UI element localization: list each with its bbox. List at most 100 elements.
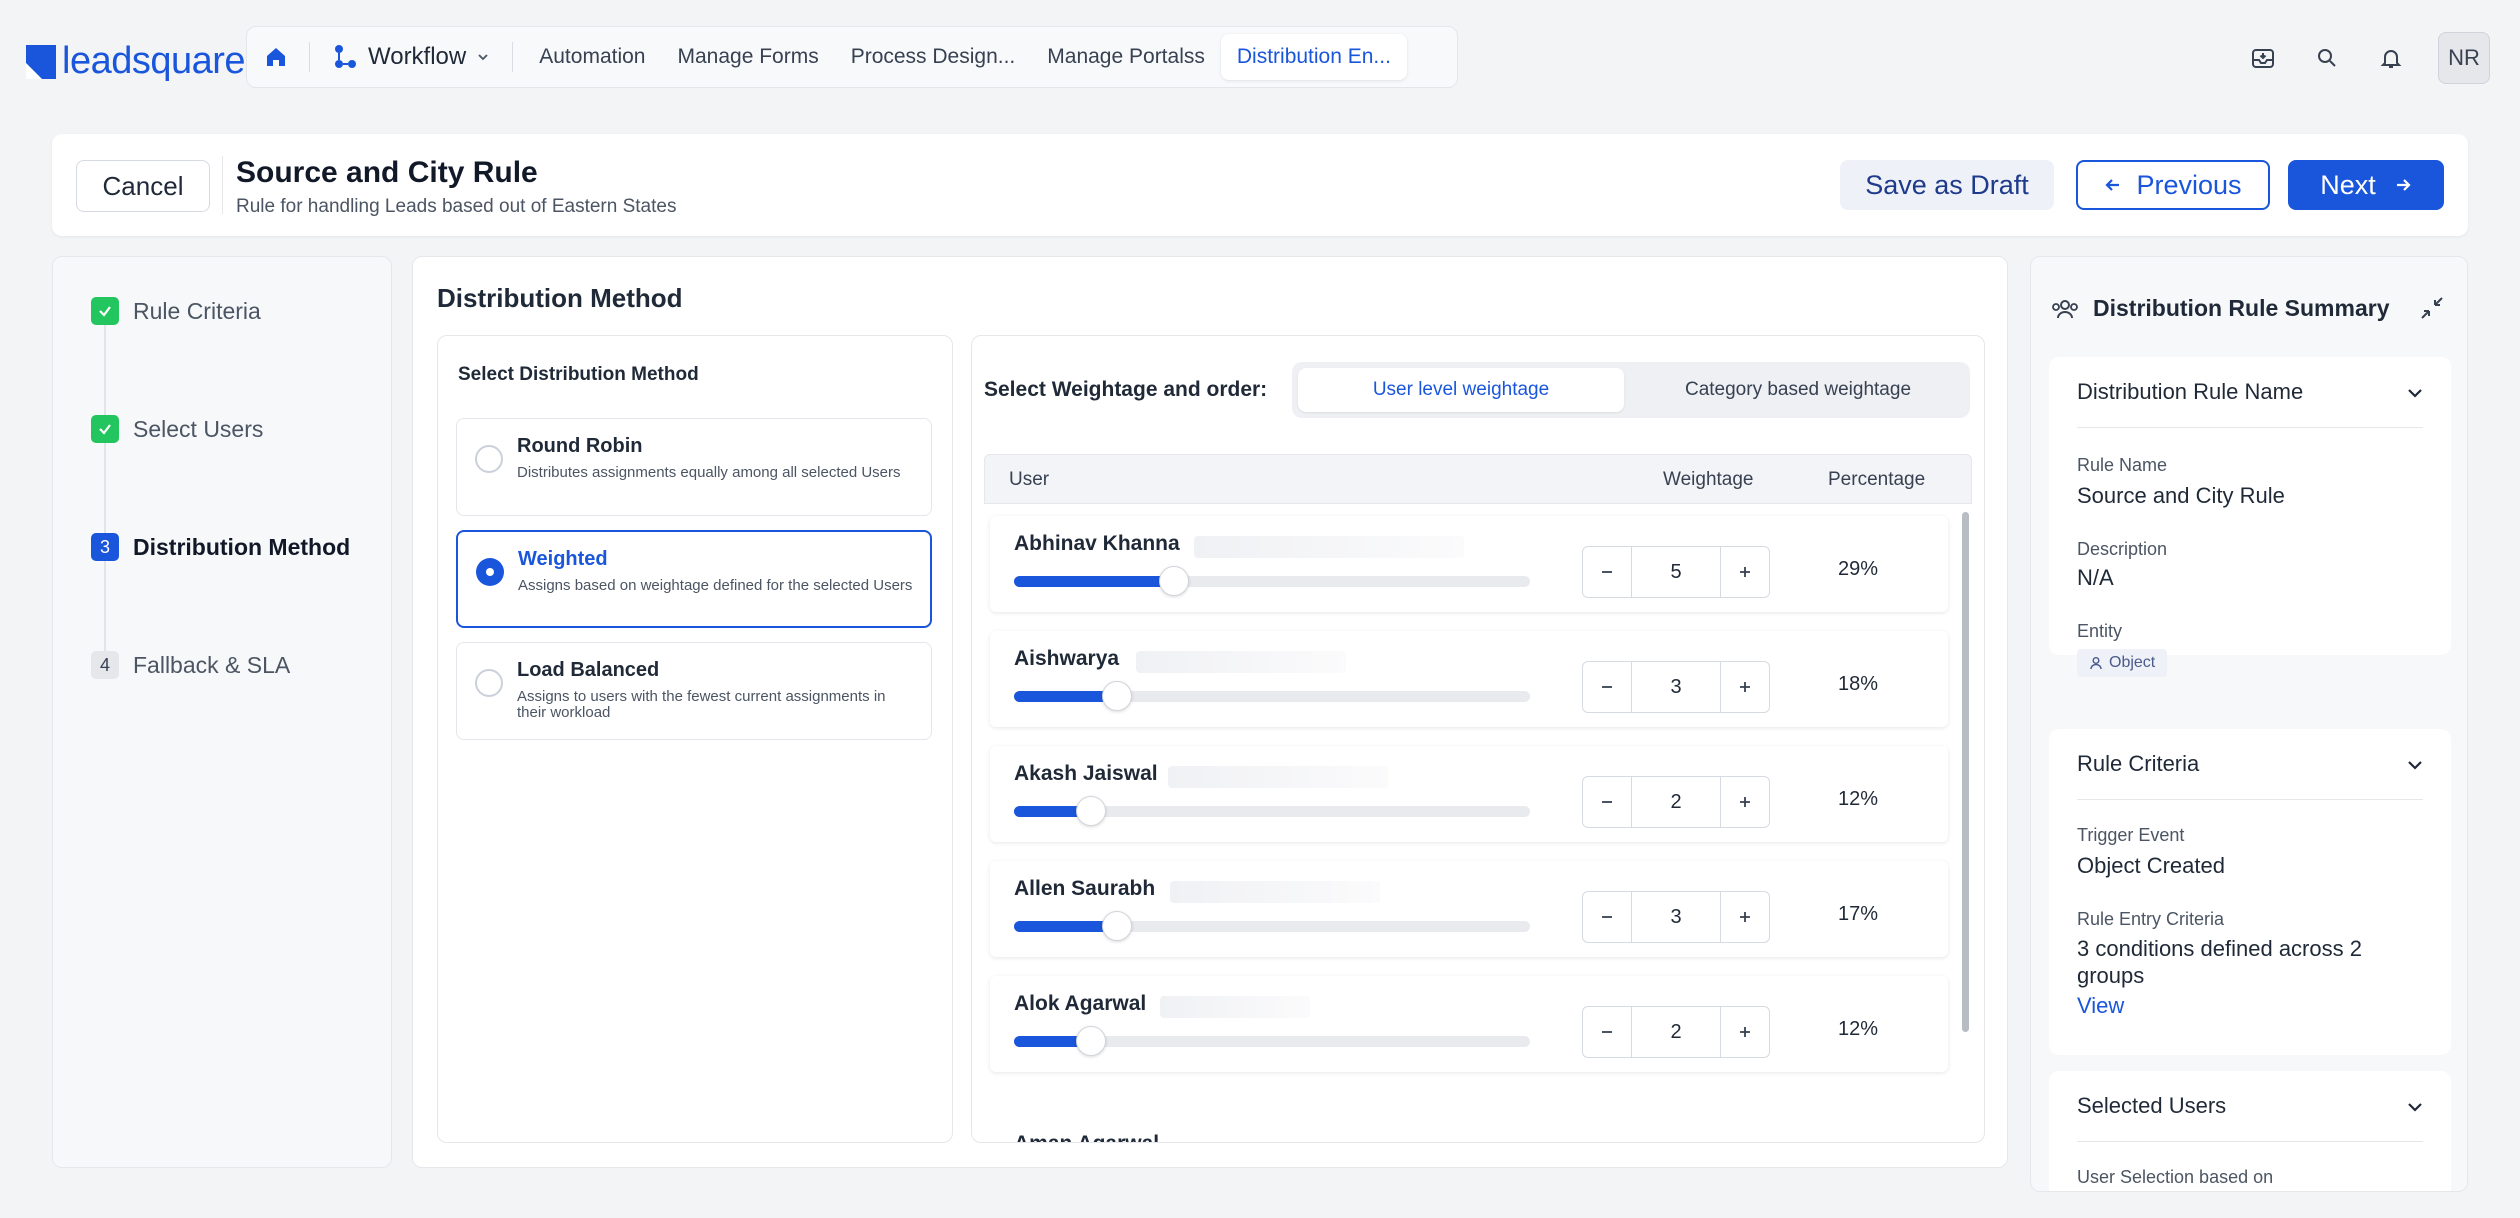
- user-email-placeholder: [1160, 996, 1310, 1018]
- plus-icon: [1740, 682, 1750, 692]
- card-title: Rule Criteria: [2077, 751, 2200, 776]
- wizard-stepper: Rule Criteria Select Users 3 Distributio…: [52, 256, 392, 1168]
- increment-button[interactable]: [1721, 892, 1769, 942]
- weightage-panel: Select Weightage and order: User level w…: [971, 335, 1985, 1143]
- user-percentage: 17%: [1838, 903, 1879, 925]
- user-selection-label: User Selection based on: [2077, 1167, 2274, 1187]
- step-label: Select Users: [133, 415, 264, 442]
- decrement-button[interactable]: [1583, 1007, 1631, 1057]
- user-avatar[interactable]: NR: [2438, 32, 2490, 84]
- column-header-percentage: Percentage: [1828, 469, 1926, 490]
- decrement-button[interactable]: [1583, 777, 1631, 827]
- next-button[interactable]: Next: [2288, 160, 2444, 210]
- step-number: 3: [91, 533, 119, 561]
- trigger-event-value: Object Created: [2077, 853, 2225, 878]
- card-title: Distribution Rule Name: [2077, 379, 2304, 404]
- slider-handle[interactable]: [1159, 566, 1189, 596]
- scrollbar[interactable]: [1962, 512, 1969, 1032]
- inbox-download-icon: [2252, 49, 2274, 68]
- check-icon: [91, 415, 119, 443]
- user-email-placeholder: [1168, 766, 1388, 788]
- tab-category-based-weightage[interactable]: Category based weightage: [1684, 379, 1912, 400]
- weightage-stepper: 3: [1582, 661, 1770, 713]
- chevron-down-icon[interactable]: [2405, 1097, 2425, 1117]
- rule-summary-panel: Distribution Rule Summary Distribution R…: [2030, 256, 2468, 1192]
- decrement-button[interactable]: [1583, 662, 1631, 712]
- slider-handle[interactable]: [1076, 1026, 1106, 1056]
- radio-button[interactable]: [475, 445, 503, 473]
- slider-fill: [1014, 921, 1117, 932]
- radio-button[interactable]: [476, 558, 504, 586]
- collapse-icon[interactable]: [2417, 293, 2447, 323]
- slider-handle[interactable]: [1076, 796, 1106, 826]
- nav-home[interactable]: [253, 34, 299, 80]
- divider: [2077, 799, 2423, 800]
- logo[interactable]: leadsquared: [26, 40, 266, 83]
- increment-button[interactable]: [1721, 777, 1769, 827]
- trigger-event-label: Trigger Event: [2077, 825, 2185, 845]
- nav-item-automation[interactable]: Automation: [539, 45, 646, 68]
- user-name-partial: Aman Agarwal: [1014, 1132, 1159, 1142]
- slider-handle[interactable]: [1102, 681, 1132, 711]
- user-icon: [2090, 657, 2102, 670]
- weightage-value[interactable]: 3: [1631, 892, 1721, 942]
- weightage-value[interactable]: 3: [1631, 662, 1721, 712]
- entry-criteria-value: 3 conditions defined across 2 groups: [2077, 936, 2362, 988]
- chevron-down-icon[interactable]: [2405, 383, 2425, 403]
- step-number: 4: [91, 651, 119, 679]
- page-subtitle: Rule for handling Leads based out of Eas…: [236, 196, 677, 217]
- distribution-method-panel: Distribution Method Select Distribution …: [412, 256, 2008, 1168]
- tab-user-level-weightage[interactable]: User level weightage: [1298, 368, 1624, 412]
- nav-item-manage-forms[interactable]: Manage Forms: [677, 45, 819, 68]
- decrement-button[interactable]: [1583, 892, 1631, 942]
- home-icon: [267, 48, 285, 66]
- step-select-users[interactable]: Select Users: [91, 415, 263, 443]
- user-percentage: 18%: [1838, 673, 1879, 695]
- increment-button[interactable]: [1721, 662, 1769, 712]
- view-criteria-link[interactable]: View: [2077, 993, 2125, 1018]
- step-rule-criteria[interactable]: Rule Criteria: [91, 297, 261, 325]
- method-option-weighted[interactable]: Weighted Assigns based on weightage defi…: [456, 530, 932, 628]
- nav-item-distribution-engine[interactable]: Distribution En...: [1220, 34, 1407, 80]
- entity-chip: Object: [2077, 649, 2168, 677]
- minus-icon: [1602, 686, 1612, 688]
- weightage-value[interactable]: 2: [1631, 777, 1721, 827]
- main-nav: Workflow Automation Manage Forms Process…: [246, 26, 1458, 88]
- save-draft-button[interactable]: Save as Draft: [1840, 160, 2054, 210]
- method-option-load-balanced[interactable]: Load Balanced Assigns to users with the …: [456, 642, 932, 740]
- weightage-slider[interactable]: [1014, 911, 1530, 941]
- nav-item-process-designer[interactable]: Process Design...: [850, 45, 1016, 68]
- increment-button[interactable]: [1721, 547, 1769, 597]
- step-fallback-sla[interactable]: 4 Fallback & SLA: [91, 651, 290, 679]
- nav-workflow-dropdown[interactable]: Workflow: [320, 34, 502, 80]
- slider-fill: [1014, 1036, 1091, 1047]
- slider-handle[interactable]: [1102, 911, 1132, 941]
- description-value: N/A: [2077, 565, 2114, 590]
- decrement-button[interactable]: [1583, 547, 1631, 597]
- nav-item-manage-portals[interactable]: Manage Portalss: [1047, 45, 1205, 68]
- inbox-download-button[interactable]: [2246, 41, 2280, 75]
- chevron-down-icon[interactable]: [2405, 755, 2425, 775]
- notifications-button[interactable]: [2374, 41, 2408, 75]
- previous-button[interactable]: Previous: [2076, 160, 2270, 210]
- cancel-button[interactable]: Cancel: [76, 160, 210, 212]
- step-distribution-method[interactable]: 3 Distribution Method: [91, 533, 350, 561]
- plus-icon: [1740, 1027, 1750, 1037]
- card-rule-criteria: Rule Criteria Trigger Event Object Creat…: [2049, 729, 2451, 1055]
- method-option-round-robin[interactable]: Round Robin Distributes assignments equa…: [456, 418, 932, 516]
- slider-fill: [1014, 691, 1117, 702]
- increment-button[interactable]: [1721, 1007, 1769, 1057]
- weightage-slider[interactable]: [1014, 1026, 1530, 1056]
- method-description: Assigns to users with the fewest current…: [517, 688, 886, 721]
- weightage-toggle: User level weightage Category based weig…: [1292, 362, 1970, 418]
- plus-icon: [1740, 912, 1750, 922]
- weightage-slider[interactable]: [1014, 566, 1530, 596]
- user-weight-list: Abhinav Khanna 5 29% Aishwarya 3 18% Akash Jai…: [984, 504, 1960, 1142]
- weightage-value[interactable]: 5: [1631, 547, 1721, 597]
- radio-button[interactable]: [475, 669, 503, 697]
- weightage-value[interactable]: 2: [1631, 1007, 1721, 1057]
- minus-icon: [1602, 801, 1612, 803]
- search-button[interactable]: [2310, 41, 2344, 75]
- weightage-slider[interactable]: [1014, 681, 1530, 711]
- weightage-slider[interactable]: [1014, 796, 1530, 826]
